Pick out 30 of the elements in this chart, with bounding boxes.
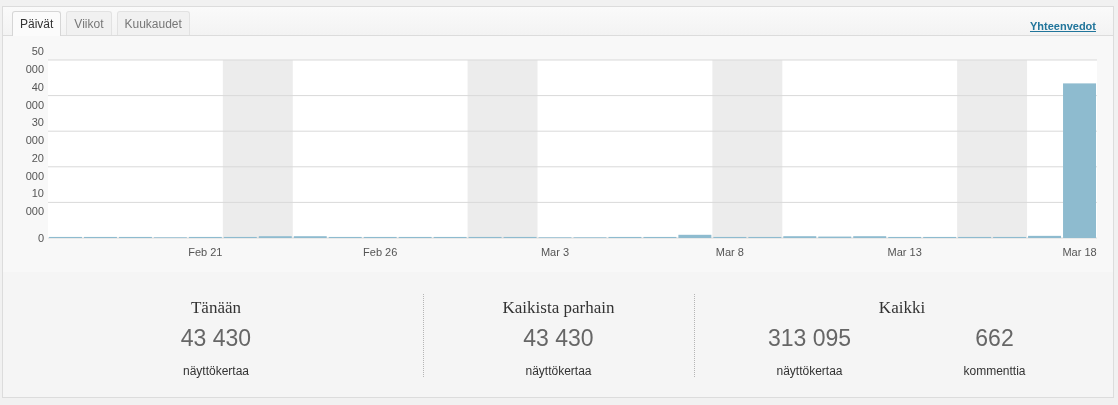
bar — [1028, 235, 1062, 238]
text: kommenttia — [963, 364, 1026, 378]
text: Kaikista parhain — [502, 298, 615, 317]
text: 662 — [975, 325, 1014, 351]
y-tick-label: 0 — [36, 231, 44, 246]
text: Kaikki — [878, 298, 926, 317]
tab[interactable]: Kuukaudet — [116, 11, 190, 35]
y-tick-label: 10 000 — [24, 186, 44, 220]
text: näyttökertaa — [182, 364, 250, 378]
x-tick-label: Mar 3 — [540, 246, 570, 258]
bar — [1063, 83, 1096, 238]
text: näyttökertaa — [525, 364, 592, 378]
y-tick-label: 40 000 — [24, 79, 44, 113]
y-tick-label: 50 000 — [24, 44, 44, 77]
text: Tänään — [190, 298, 242, 317]
text: Yhteenvedot — [1029, 20, 1096, 32]
text: 43 430 — [180, 325, 252, 351]
tab[interactable]: Päivät — [12, 11, 62, 36]
text: 43 430 — [523, 325, 594, 351]
text: näyttökertaa — [776, 364, 843, 378]
x-tick-label: Mar 13 — [887, 246, 922, 258]
y-tick-label: 20 000 — [24, 150, 44, 184]
text: 313 095 — [767, 325, 852, 351]
x-tick-label: Mar 8 — [715, 246, 744, 258]
y-tick-label: 30 000 — [24, 115, 44, 149]
tab[interactable]: Viikot — [66, 11, 112, 35]
x-tick-label: Mar 18 — [1062, 246, 1097, 258]
x-tick-label: Feb 21 — [188, 246, 223, 258]
x-tick-label: Feb 26 — [363, 246, 398, 258]
bar — [678, 234, 712, 238]
